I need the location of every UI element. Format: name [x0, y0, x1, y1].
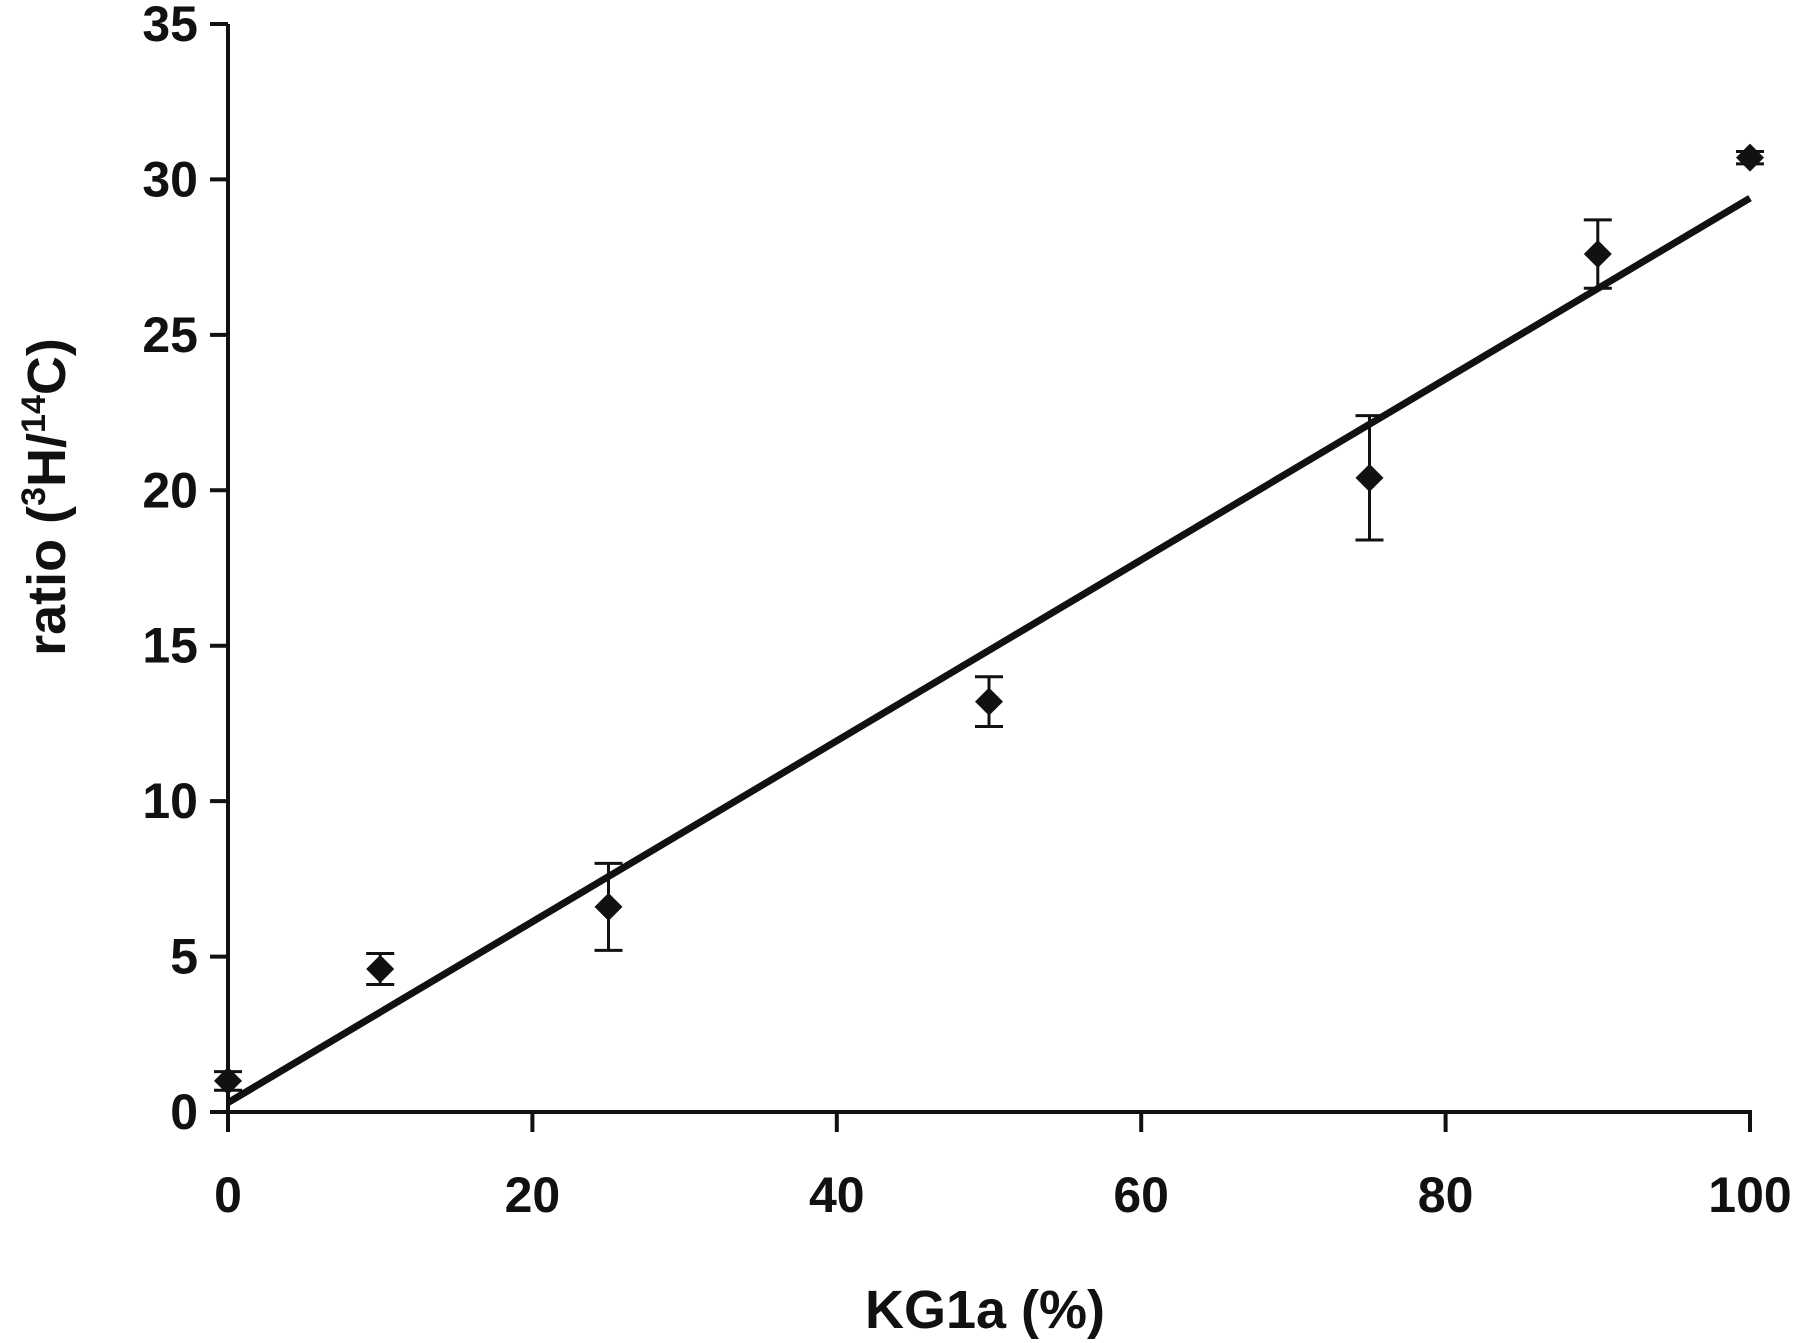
- y-tick-label: 5: [170, 929, 198, 985]
- data-point-diamond: [1736, 143, 1764, 172]
- data-point-diamond: [366, 955, 395, 984]
- y-tick-label: 35: [142, 0, 198, 52]
- y-tick-label: 25: [142, 307, 198, 363]
- data-points: [214, 143, 1764, 1095]
- data-point-diamond: [975, 687, 1003, 716]
- y-axis-title: ratio (3H/14C): [15, 338, 77, 656]
- x-tick-label: 100: [1708, 1167, 1791, 1223]
- x-tick-label: 40: [809, 1167, 865, 1223]
- fit-line: [226, 195, 1752, 1106]
- y-axis-ticks: 0 5 10 15 20 25 30 35: [142, 0, 228, 1140]
- x-axis-ticks: 0 20 40 60 80 100: [214, 1112, 1792, 1223]
- y-tick-label: 30: [142, 151, 198, 207]
- y-tick-label: 15: [142, 618, 198, 674]
- data-point-diamond: [1355, 463, 1384, 492]
- fit-line-group: [226, 195, 1752, 1106]
- data-point-diamond: [594, 892, 623, 921]
- x-tick-label: 60: [1113, 1167, 1169, 1223]
- y-tick-label: 20: [142, 462, 198, 518]
- data-point-diamond: [1583, 240, 1612, 269]
- x-tick-label: 20: [505, 1167, 561, 1223]
- axes: [218, 24, 1752, 1130]
- x-tick-label: 0: [214, 1167, 242, 1223]
- x-axis-title: KG1a (%): [865, 1280, 1105, 1340]
- data-point-diamond: [214, 1066, 242, 1095]
- y-tick-label: 10: [142, 773, 198, 829]
- y-tick-label: 0: [170, 1084, 198, 1140]
- x-tick-label: 80: [1418, 1167, 1474, 1223]
